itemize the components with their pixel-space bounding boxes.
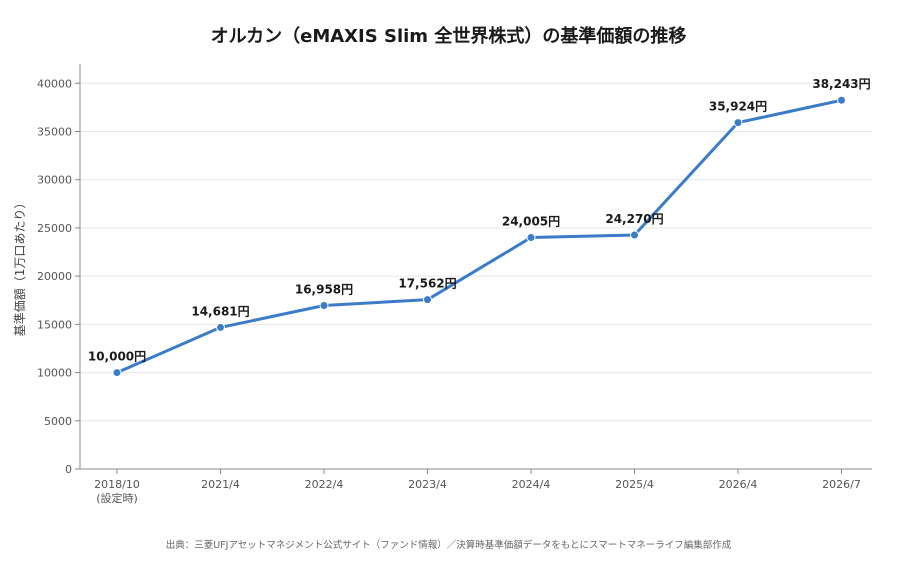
data-point <box>423 295 432 305</box>
data-point <box>319 300 329 310</box>
x-tick-label: 2024/4 <box>512 478 551 491</box>
data-label: 24,005円 <box>502 215 560 229</box>
y-tick-label: 25000 <box>37 222 72 235</box>
x-tick-label: 2026/4 <box>719 478 758 491</box>
y-tick-label: 5000 <box>44 415 72 428</box>
data-labels: 10,000円 14,681円 16,958円 17,562円 24,005円 24,27… <box>88 77 871 363</box>
y-tick-label: 0 <box>65 463 72 476</box>
data-label: 24,270円 <box>605 212 663 226</box>
data-label: 38,243円 <box>812 77 870 91</box>
data-label: 17,562円 <box>398 277 456 291</box>
y-tick-label: 35000 <box>37 126 72 139</box>
series-line-layer <box>115 98 843 375</box>
data-label: 35,924円 <box>709 100 767 114</box>
x-tick-label: 2018/10 (設定時) <box>94 478 140 505</box>
data-label: 16,958円 <box>295 282 353 296</box>
grid-lines <box>80 82 872 422</box>
y-tick-label: 40000 <box>37 77 72 90</box>
data-point <box>733 118 743 128</box>
chart-title: オルカン（eMAXIS Slim 全世界株式）の基準価額の推移 <box>210 26 687 47</box>
x-tick-label: 2025/4 <box>615 478 654 491</box>
x-tick-label: 2021/4 <box>201 478 240 491</box>
x-tick-label: 2023/4 <box>408 478 447 491</box>
data-point <box>837 95 846 105</box>
data-label: 14,681円 <box>191 304 249 318</box>
axes: 0 5000 10000 15000 20000 25000 30000 35000 40000… <box>12 64 872 505</box>
y-axis-label: 基準価額（1万口あたり） <box>12 197 27 337</box>
data-point <box>630 230 639 240</box>
source-note: 出典：三菱UFJアセットマネジメント公式サイト（ファンド情報）／決算時基準価額デ… <box>165 540 732 551</box>
data-label: 10,000円 <box>88 350 146 364</box>
data-point <box>112 368 122 378</box>
data-point <box>216 322 225 332</box>
y-tick-label: 30000 <box>37 174 72 187</box>
x-tick-label: 2022/4 <box>305 478 344 491</box>
y-tick-label: 15000 <box>37 318 72 331</box>
data-points <box>112 95 846 378</box>
series-line <box>115 98 843 375</box>
y-tick-label: 20000 <box>37 270 72 283</box>
data-point <box>526 233 536 243</box>
x-tick-label: 2026/7 <box>822 478 861 491</box>
y-tick-label: 10000 <box>37 367 72 380</box>
